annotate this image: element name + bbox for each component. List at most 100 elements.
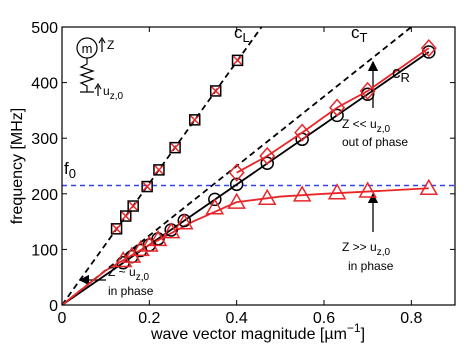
inset-icon: [76, 36, 106, 96]
annotation: Z >> uz,0: [342, 240, 390, 258]
marker: [174, 213, 194, 230]
marker-cross: [112, 224, 122, 234]
annotation: in phase: [348, 259, 394, 273]
marker: [294, 123, 311, 142]
annotation-text: out of phase: [342, 135, 408, 149]
inset-u-sub: z,0: [110, 91, 124, 102]
annotation-sub: L: [243, 30, 250, 45]
y-axis-label: frequency [MHz]: [9, 108, 26, 224]
annotation: in phase: [108, 284, 154, 298]
spring: [79, 58, 95, 93]
inset-z: Z: [107, 38, 114, 52]
series: [110, 54, 244, 235]
marker: [420, 38, 437, 58]
y-tick-label: 400: [31, 76, 58, 93]
u-arrow: [94, 82, 102, 96]
x-tick-label: 0.4: [226, 310, 248, 327]
marker-cross: [121, 211, 131, 221]
annotation-sub: z,0: [377, 247, 391, 258]
marker: [228, 163, 245, 182]
annotation-sub: T: [360, 30, 368, 45]
marker: [419, 178, 439, 195]
annotation-text: c: [234, 23, 243, 42]
marker: [131, 239, 150, 257]
annotation: Z ~ uz,0: [108, 265, 149, 283]
series: [228, 38, 437, 182]
annotation: f0: [64, 159, 76, 181]
marker: [208, 192, 222, 207]
annotation-sub: 0: [69, 166, 76, 181]
marker: [113, 251, 133, 268]
inset-u: uz,0: [103, 84, 123, 102]
marker: [169, 141, 181, 154]
marker: [153, 164, 165, 176]
marker: [110, 223, 123, 235]
marker: [359, 81, 376, 101]
y-tick-label: 500: [31, 20, 58, 37]
z-arrow: [98, 36, 106, 52]
annotation-text: Z ~ u: [108, 265, 136, 279]
annotation-text: Z << u: [342, 117, 377, 131]
y-tick-label: 0: [49, 298, 58, 315]
marker: [188, 114, 201, 126]
annotation: cR: [392, 63, 410, 85]
marker-cross: [142, 182, 152, 192]
x-tick-label: 0: [58, 310, 67, 327]
annotation-sub: z,0: [377, 124, 391, 135]
annotation-arrows: [78, 60, 379, 286]
inset-mass: m: [82, 41, 93, 56]
annotation: cT: [351, 23, 368, 45]
y-tick-label: 100: [31, 242, 58, 259]
annotation-sub: R: [401, 70, 410, 85]
marker: [161, 222, 181, 239]
marker-cross: [128, 201, 138, 211]
annotation-text: c: [351, 23, 360, 42]
series-line: [61, 187, 429, 306]
marker: [330, 108, 344, 123]
annotation: out of phase: [342, 135, 408, 149]
series-line: [61, 51, 430, 306]
annotation-text: in phase: [108, 284, 154, 298]
marker-cross: [233, 55, 243, 65]
marker: [358, 181, 377, 198]
series: [61, 51, 430, 306]
x-label-sup: −1: [347, 321, 361, 335]
marker: [120, 210, 132, 222]
marker: [140, 235, 159, 252]
annotation-sub: z,0: [136, 272, 150, 283]
marker: [259, 146, 276, 166]
x-axis-label: wave vector magnitude [µm−1]: [150, 321, 365, 343]
annotation-text: in phase: [348, 259, 394, 273]
marker: [260, 156, 274, 170]
marker: [209, 85, 222, 97]
marker: [231, 54, 244, 67]
marker: [327, 183, 347, 200]
marker: [227, 192, 246, 209]
annotation-text: f: [64, 159, 69, 178]
annotation: cL: [234, 23, 250, 45]
marker-cross: [190, 115, 200, 125]
marker: [127, 200, 139, 212]
marker: [257, 188, 277, 205]
x-label-end: ]: [361, 326, 365, 343]
annotation-text: Z >> u: [342, 240, 377, 254]
plot-frame: [61, 26, 456, 306]
marker: [205, 198, 225, 215]
series: [61, 187, 429, 306]
marker: [329, 98, 346, 117]
annotation-text: c: [392, 63, 401, 82]
marker-cross: [211, 86, 221, 96]
y-tick-label: 200: [31, 187, 58, 204]
marker-cross: [154, 165, 164, 175]
marker: [292, 185, 312, 202]
x-tick-label: 0.8: [400, 310, 422, 327]
x-tick-label: 0.2: [138, 310, 160, 327]
marker: [141, 180, 153, 193]
series: [113, 178, 439, 268]
y-tick-label: 300: [31, 131, 58, 148]
annotation: Z << uz,0: [342, 117, 390, 135]
x-tick-label: 0.6: [313, 310, 335, 327]
inset-u-main: u: [103, 84, 110, 98]
marker-cross: [170, 143, 180, 153]
